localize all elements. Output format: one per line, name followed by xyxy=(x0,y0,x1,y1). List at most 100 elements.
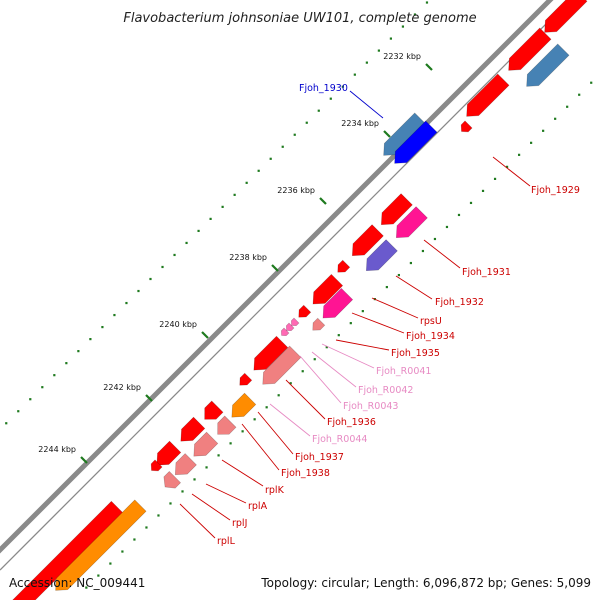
tick-dot-outer xyxy=(101,325,104,329)
tick-dot-outer xyxy=(113,313,116,317)
gene-label: Fjoh_1932 xyxy=(435,297,484,308)
tick-dot-outer xyxy=(245,181,248,184)
tick-label: 2238 kbp xyxy=(229,253,267,262)
tick-dot-inner xyxy=(421,249,425,253)
cds-feature xyxy=(544,0,588,33)
cds-feature xyxy=(156,440,182,466)
tick-dot-inner xyxy=(469,201,473,205)
cds-feature xyxy=(239,372,253,386)
tick-dot-outer xyxy=(293,133,296,136)
gene-label: Fjoh_1929 xyxy=(531,185,580,196)
tick-dot-inner xyxy=(241,430,244,433)
tick-dot-inner xyxy=(313,358,316,361)
tick-label: 2236 kbp xyxy=(277,186,315,195)
tick-dot-outer xyxy=(305,121,308,124)
tick-dot-inner xyxy=(301,370,304,373)
cds-feature xyxy=(337,259,351,273)
cds-feature xyxy=(351,224,384,257)
cds-feature xyxy=(193,431,219,457)
tick-mark-major xyxy=(319,197,327,205)
tick-dot-outer xyxy=(41,386,44,389)
tick-dot-inner xyxy=(229,442,232,445)
cds-feature xyxy=(180,416,206,442)
gene-label-leader xyxy=(371,297,419,319)
tick-dot-inner xyxy=(397,273,400,277)
tick-dot-outer xyxy=(233,193,236,196)
tick-dot-outer xyxy=(29,398,32,401)
gene-label-leader xyxy=(179,503,216,539)
map-title: Flavobacterium johnsoniae UW101, complet… xyxy=(123,11,476,26)
cds-feature xyxy=(217,415,237,435)
backbone-line xyxy=(0,0,554,554)
tick-dot-outer xyxy=(149,277,152,281)
tick-dot-outer xyxy=(413,13,417,16)
tick-dot-outer xyxy=(125,301,128,305)
gene-label: rplA xyxy=(248,501,268,512)
tick-dot-inner xyxy=(590,81,593,84)
gene-label-leader xyxy=(205,483,247,504)
tick-dot-outer xyxy=(197,229,200,233)
cds-feature xyxy=(380,193,413,226)
gene-label-leader xyxy=(191,493,231,521)
cds-feature xyxy=(526,43,570,87)
tick-dot-inner xyxy=(566,105,569,108)
tick-dot-outer xyxy=(53,374,56,377)
gene-label: rplJ xyxy=(232,518,247,529)
tick-dot-inner xyxy=(578,93,581,96)
gene-label: Fjoh_1935 xyxy=(391,348,440,359)
tick-dot-outer xyxy=(329,97,332,100)
cds-feature xyxy=(312,273,344,305)
gene-label-leader xyxy=(395,275,433,300)
cds-feature xyxy=(312,317,326,331)
tick-dot-inner xyxy=(109,562,112,565)
cds-feature xyxy=(150,459,163,472)
tick-dot-inner xyxy=(205,466,208,469)
tick-label: 2242 kbp xyxy=(103,383,141,392)
tick-dot-inner xyxy=(193,478,196,481)
cds-feature xyxy=(231,392,257,418)
tick-dot-inner xyxy=(121,550,124,553)
gene-label-leader xyxy=(311,351,357,388)
gene-label: rplK xyxy=(265,485,285,496)
gene-label-leader xyxy=(423,239,461,269)
gene-label-leader xyxy=(241,423,280,471)
cds-feature xyxy=(163,470,182,489)
tick-dot-inner xyxy=(337,334,340,337)
tick-dot-outer xyxy=(341,85,344,88)
tick-dot-inner xyxy=(325,346,328,349)
tick-dot-outer xyxy=(389,37,393,40)
cds-feature xyxy=(204,400,224,420)
cds-feature xyxy=(395,206,428,239)
gene-label: Fjoh_1937 xyxy=(295,452,344,463)
gene-label: Fjoh_1931 xyxy=(462,267,511,278)
tick-label: 2234 kbp xyxy=(341,119,379,128)
tick-dot-outer xyxy=(257,169,260,172)
tick-mark-major xyxy=(145,394,153,402)
tick-dot-inner xyxy=(517,153,521,156)
tick-mark-major xyxy=(383,130,391,138)
tick-dot-inner xyxy=(169,502,172,505)
cds-feature xyxy=(253,335,289,371)
gene-label: rpsU xyxy=(420,316,442,327)
gene-label-leader xyxy=(285,379,326,420)
backbone-inner-line xyxy=(0,0,571,571)
cds-feature xyxy=(298,304,312,318)
gene-label: Fjoh_R0043 xyxy=(343,401,398,412)
gene-label: Fjoh_1938 xyxy=(281,468,330,479)
tick-mark-major xyxy=(80,456,88,464)
tick-dot-inner xyxy=(361,310,364,313)
tick-dot-inner xyxy=(433,237,437,241)
tick-dot-inner xyxy=(385,285,388,289)
tick-dot-inner xyxy=(493,177,497,180)
gene-label-leader xyxy=(269,403,311,437)
tick-dot-outer xyxy=(353,73,356,76)
gene-label: rplL xyxy=(217,536,236,547)
tick-dot-inner xyxy=(554,117,557,120)
rna-feature xyxy=(280,327,290,337)
tick-dot-outer xyxy=(425,1,429,4)
gene-label: Fjoh_1930 xyxy=(299,83,348,94)
cds-feature xyxy=(466,73,510,117)
tick-dot-inner xyxy=(505,165,509,168)
